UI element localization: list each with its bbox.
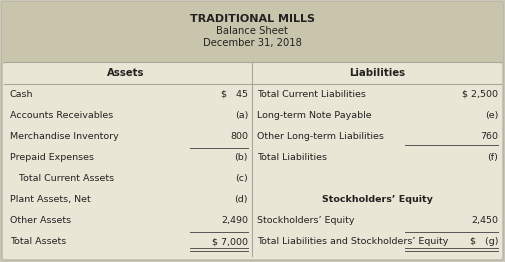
Text: Total Current Assets: Total Current Assets [10,174,114,183]
Text: Other Assets: Other Assets [10,216,71,225]
Text: Total Current Liabilities: Total Current Liabilities [257,90,366,99]
Text: 760: 760 [480,132,498,141]
Text: Liabilities: Liabilities [349,68,405,78]
Bar [4,62,501,84]
Bar [4,33,501,62]
Text: Prepaid Expenses: Prepaid Expenses [10,153,94,162]
Text: Cash: Cash [10,90,33,99]
Text: Accounts Receivables: Accounts Receivables [10,111,113,120]
Text: Long-term Note Payable: Long-term Note Payable [257,111,372,120]
Text: Other Long-term Liabilities: Other Long-term Liabilities [257,132,384,141]
Text: December 31, 2018: December 31, 2018 [203,38,301,48]
Text: $ 2,500: $ 2,500 [462,90,498,99]
Text: (f): (f) [487,153,498,162]
Text: (a): (a) [235,111,248,120]
Text: 800: 800 [230,132,248,141]
Text: Stockholders’ Equity: Stockholders’ Equity [322,195,433,204]
Text: $   45: $ 45 [221,90,248,99]
Text: TRADITIONAL MILLS: TRADITIONAL MILLS [189,14,315,24]
Text: Merchandise Inventory: Merchandise Inventory [10,132,119,141]
Text: Balance Sheet: Balance Sheet [216,26,288,36]
Text: Total Liabilities: Total Liabilities [257,153,327,162]
Text: 2,490: 2,490 [221,216,248,225]
Text: (d): (d) [234,195,248,204]
Text: (e): (e) [485,111,498,120]
Text: (c): (c) [235,174,248,183]
Text: $ 7,000: $ 7,000 [212,237,248,246]
FancyBboxPatch shape [2,2,503,64]
Text: Total Assets: Total Assets [10,237,66,246]
Text: Plant Assets, Net: Plant Assets, Net [10,195,91,204]
FancyBboxPatch shape [2,2,503,260]
Text: 2,450: 2,450 [471,216,498,225]
Text: Assets: Assets [107,68,145,78]
Bar [4,4,501,62]
Text: Stockholders’ Equity: Stockholders’ Equity [257,216,355,225]
Text: $   (g): $ (g) [470,237,498,246]
Text: (b): (b) [234,153,248,162]
Text: Total Liabilities and Stockholders’ Equity: Total Liabilities and Stockholders’ Equi… [257,237,448,246]
